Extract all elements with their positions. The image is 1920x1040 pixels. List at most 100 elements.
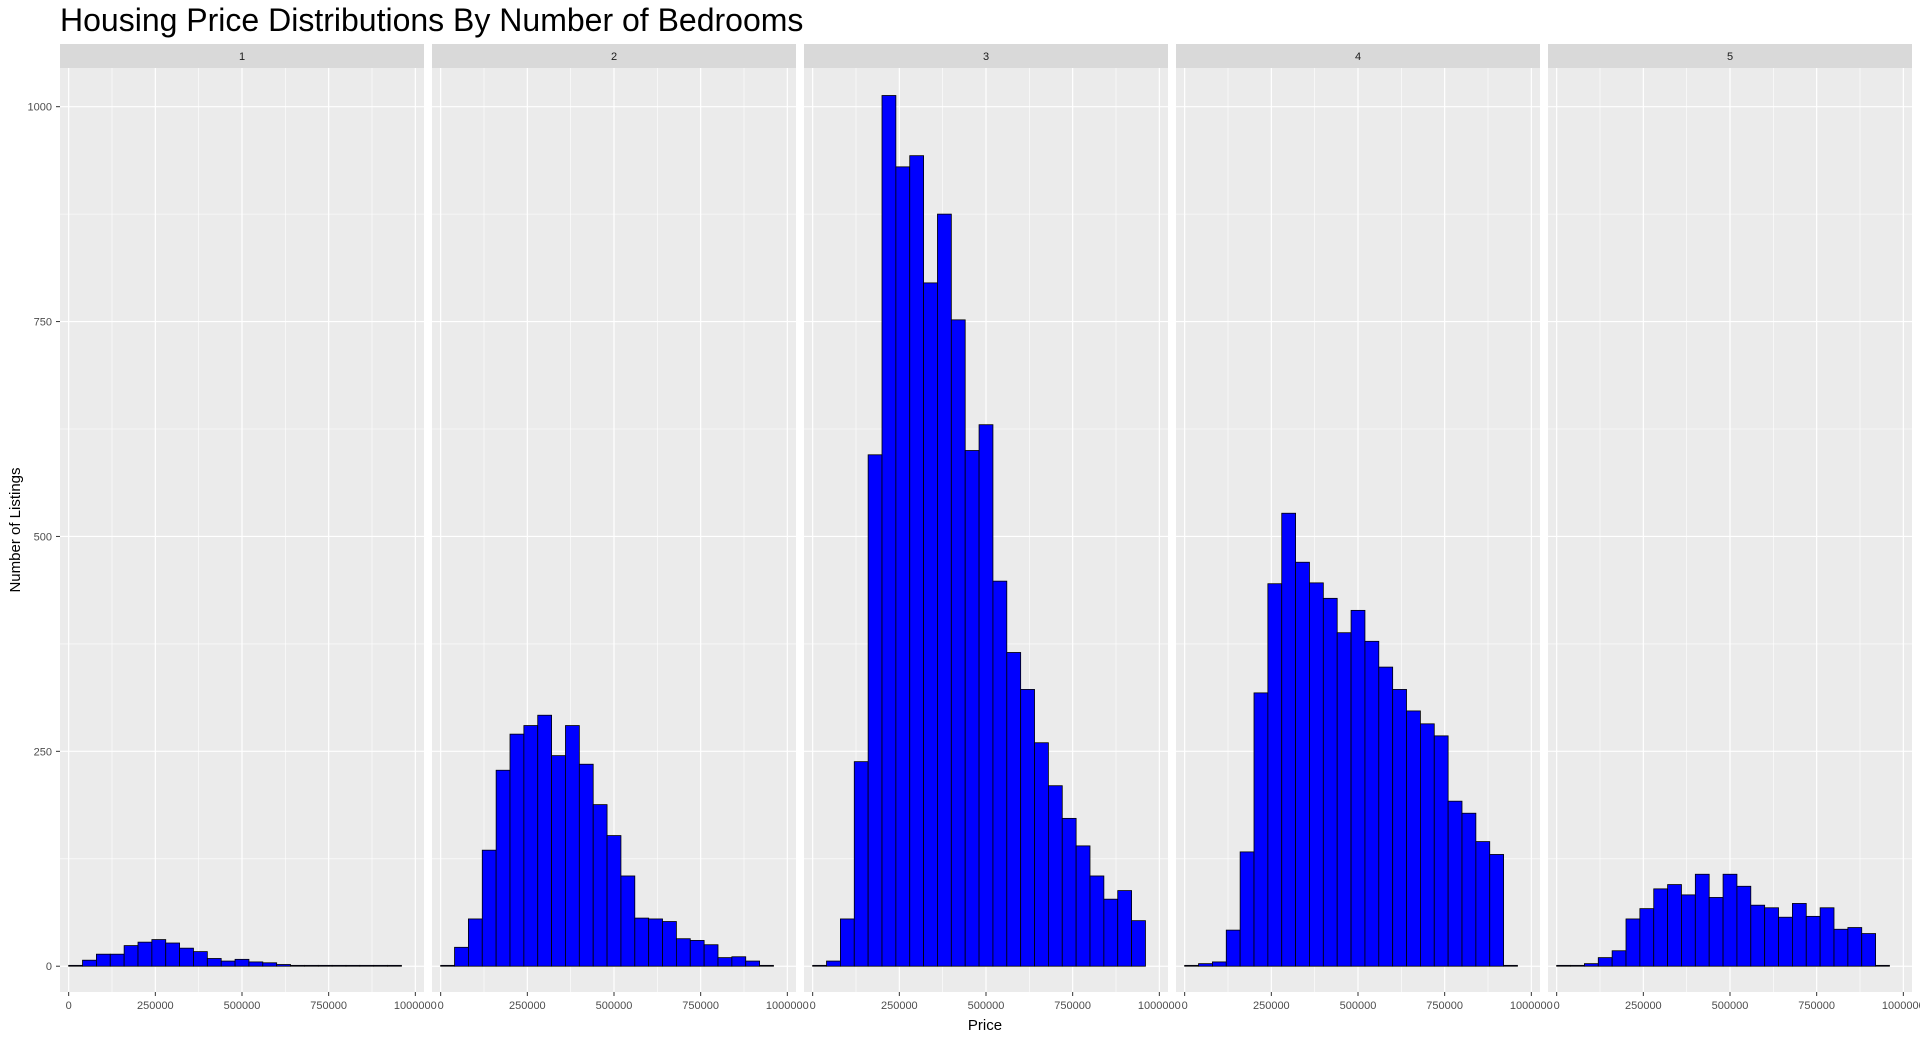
histogram-bar [1461,812,1477,967]
histogram-bar [703,944,719,967]
histogram-bar [1681,894,1696,967]
histogram-bar [387,964,402,967]
histogram-bar [1350,609,1366,967]
histogram-bar [1778,916,1793,967]
histogram-bar [578,763,594,967]
facet-panel-1: 1 0 250000 500000 750000 1000000 [60,44,437,1012]
histogram-bar [1847,927,1863,967]
histogram-bar [509,733,525,967]
histogram-bar [923,282,938,967]
x-tick-label: 500000 [596,1000,633,1012]
histogram-bar [137,941,153,967]
histogram-bar [867,454,883,967]
histogram-bar [1239,851,1255,967]
histogram-bar [248,961,264,967]
histogram-bar [1253,692,1269,967]
y-tick-label: 1000 [28,102,52,114]
histogram-bar [1309,582,1324,967]
histogram-bar [123,945,139,967]
histogram-bar [978,424,994,967]
histogram-bar [992,580,1008,967]
histogram-bar [592,804,608,967]
histogram-bar [1694,873,1710,967]
facet-strip-label: 1 [239,51,245,63]
x-tick-label: 0 [66,1000,72,1012]
histogram-bar [1805,915,1821,967]
histogram-bar [1750,904,1766,967]
histogram-bar [634,917,650,967]
facet-strip [1548,44,1912,68]
histogram-bar [1792,903,1807,967]
x-tick-label: 750000 [1054,1000,1091,1012]
histogram-bar [1833,928,1849,967]
histogram-bar [317,964,333,967]
histogram-bar [1225,929,1241,967]
chart-title: Housing Price Distributions By Number of… [60,2,804,38]
histogram-bar [234,958,250,967]
x-tick-label: 750000 [310,1000,347,1012]
y-tick-label: 750 [34,317,52,329]
x-tick-label: 250000 [1625,1000,1662,1012]
histogram-bar [731,956,747,967]
histogram-bar [1736,885,1752,967]
histogram-bar [1089,875,1105,967]
x-tick-label: 1000000 [1138,1000,1181,1012]
histogram-bar [1667,884,1682,967]
facet-strip [432,44,796,68]
histogram-bar [303,964,319,967]
histogram-bar [1819,907,1835,967]
x-tick-label: 250000 [509,1000,546,1012]
histogram-bar [1061,817,1077,967]
histogram-bar [1597,957,1613,967]
histogram-bar [220,960,236,967]
histogram-bar [565,725,580,967]
facet-strip-label: 3 [983,51,989,63]
histogram-bar [1406,710,1421,967]
histogram-bar [1570,964,1585,967]
histogram-bar [1322,597,1338,967]
facet-panel-5: 5 0 250000 500000 750000 1000000 [1548,44,1920,1012]
histogram-bar [1447,800,1463,967]
histogram-bar [909,155,925,967]
histogram-bar [151,939,167,967]
histogram-bar [1861,933,1876,967]
histogram-bar [1006,652,1022,967]
histogram-bar [1295,561,1310,967]
x-tick-label: 250000 [881,1000,918,1012]
facet-strip-label: 2 [611,51,617,63]
histogram-bar [1475,841,1491,967]
histogram-bar [1131,920,1146,967]
histogram-bar [1184,964,1199,967]
histogram-bar [1281,512,1296,967]
histogram-bar [68,964,83,967]
facet-panel-4: 4 0 250000 500000 750000 1000000 [1176,44,1553,1012]
y-tick-label: 250 [34,746,52,758]
histogram-bar [812,964,827,967]
histogram-bar [1117,890,1132,967]
histogram-bar [165,942,181,967]
x-tick-label: 1000000 [394,1000,437,1012]
facet-panel-2: 2 0 250000 500000 750000 1000000 [432,44,809,1012]
histogram-bar [1653,888,1668,967]
histogram-bar [826,960,841,967]
y-tick-label: 0 [46,961,52,973]
x-tick-label: 500000 [1340,1000,1377,1012]
histogram-bar [495,769,511,967]
histogram-bar [467,918,483,967]
x-tick-label: 0 [810,1000,816,1012]
histogram-bar [1503,964,1518,967]
histogram-bar [840,918,855,967]
histogram-bar [359,964,375,967]
histogram-bar [1489,854,1504,967]
histogram-bar [1020,689,1035,967]
x-tick-label: 0 [438,1000,444,1012]
facet-strip [804,44,1168,68]
facet-panel-3: 3 0 250000 500000 750000 1000000 [804,44,1181,1012]
histogram-bar [1433,735,1449,967]
x-tick-label: 250000 [137,1000,174,1012]
histogram-bar [1611,950,1627,967]
histogram-bar [937,213,952,967]
histogram-bar [689,940,705,967]
x-tick-label: 1000000 [1510,1000,1553,1012]
